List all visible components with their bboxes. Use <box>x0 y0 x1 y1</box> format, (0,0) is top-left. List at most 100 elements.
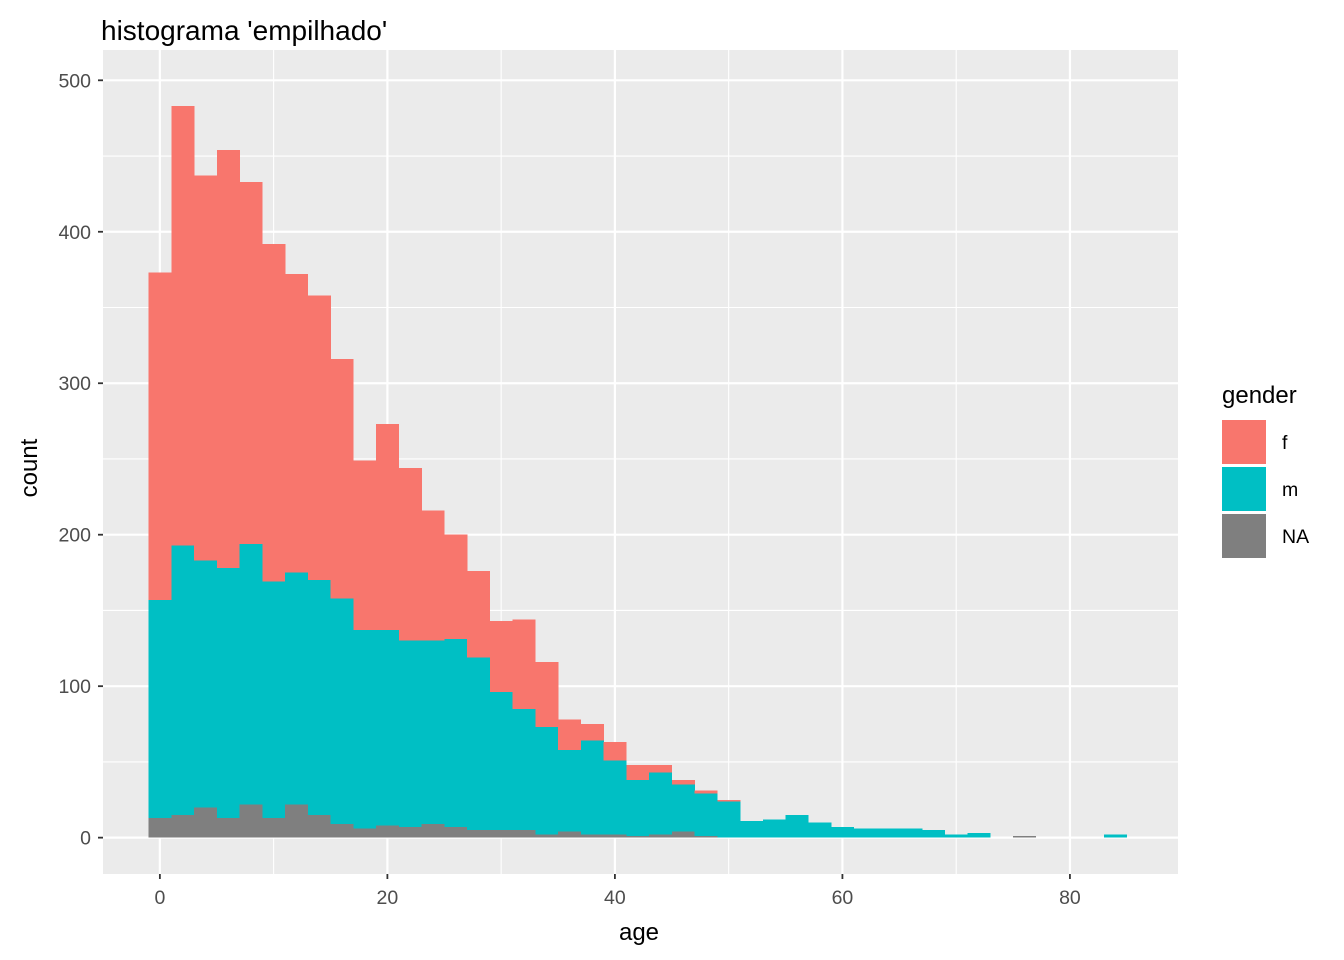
bar-m-bin-13 <box>444 639 468 828</box>
bar-f-bin-0 <box>148 272 172 600</box>
bar-na-bin-8 <box>330 824 354 838</box>
bar-na-bin-14 <box>467 830 491 838</box>
y-tick-label: 300 <box>58 373 91 395</box>
x-tick-label: 60 <box>832 887 854 909</box>
bar-m-bin-22 <box>649 772 673 835</box>
bar-f-bin-10 <box>376 424 400 631</box>
bar-na-bin-6 <box>285 804 309 838</box>
bar-m-bin-6 <box>285 572 309 805</box>
bar-f-bin-15 <box>489 621 513 693</box>
legend-label-na: NA <box>1282 526 1309 548</box>
bar-f-bin-4 <box>239 181 263 544</box>
legend-key-na-swatch <box>1222 514 1266 558</box>
legend-key-f-swatch <box>1222 420 1266 464</box>
bar-na-bin-0 <box>148 817 172 838</box>
legend-key-m-swatch <box>1222 467 1266 511</box>
bar-m-bin-12 <box>421 640 445 825</box>
bar-m-bin-16 <box>512 708 536 831</box>
bar-f-bin-17 <box>535 661 559 728</box>
bar-m-bin-23 <box>671 784 695 832</box>
bar-m-bin-1 <box>171 545 195 815</box>
bar-f-bin-9 <box>353 460 377 631</box>
bar-m-bin-19 <box>580 740 604 835</box>
bar-m-bin-25 <box>717 801 741 838</box>
x-tick-label: 0 <box>154 887 165 909</box>
bar-na-bin-4 <box>239 804 263 838</box>
bar-na-bin-24 <box>694 836 718 838</box>
bar-m-bin-20 <box>603 760 627 835</box>
bar-na-bin-15 <box>489 830 513 838</box>
bar-na-bin-7 <box>307 814 331 838</box>
bar-na-bin-11 <box>398 827 422 838</box>
bar-f-bin-14 <box>467 571 491 658</box>
y-tick-label: 500 <box>58 70 91 92</box>
bar-m-bin-32 <box>876 828 900 838</box>
x-tick-label: 40 <box>604 887 626 909</box>
bar-na-bin-5 <box>262 817 286 838</box>
bar-f-bin-20 <box>603 742 627 761</box>
legend: gender f m NA <box>1222 382 1309 558</box>
bar-na-bin-21 <box>626 836 650 838</box>
y-tick-label: 100 <box>58 676 91 698</box>
bar-m-bin-18 <box>558 749 582 832</box>
bar-f-bin-3 <box>216 149 240 569</box>
bar-f-bin-16 <box>512 619 536 709</box>
bar-na-bin-1 <box>171 814 195 838</box>
bar-f-bin-25 <box>717 799 741 802</box>
legend-label-f: f <box>1282 432 1288 454</box>
bar-na-bin-2 <box>194 807 218 838</box>
bar-na-bin-38 <box>1013 836 1037 838</box>
bar-m-bin-21 <box>626 780 650 837</box>
bar-m-bin-27 <box>762 819 786 838</box>
bar-na-bin-19 <box>580 834 604 838</box>
bar-m-bin-9 <box>353 630 377 829</box>
legend-title: gender <box>1222 382 1297 409</box>
bar-m-bin-15 <box>489 692 513 831</box>
bar-na-bin-18 <box>558 831 582 838</box>
x-tick-label: 20 <box>377 887 399 909</box>
bar-f-bin-6 <box>285 274 309 573</box>
bar-f-bin-7 <box>307 295 331 581</box>
x-tick-label: 80 <box>1059 887 1081 909</box>
bar-na-bin-20 <box>603 834 627 838</box>
bar-na-bin-10 <box>376 825 400 838</box>
y-axis-title: count <box>16 438 43 497</box>
bar-na-bin-9 <box>353 828 377 838</box>
bar-na-bin-16 <box>512 830 536 838</box>
bar-m-bin-42 <box>1104 834 1128 838</box>
axes: 0 20 40 60 80 0 100 200 300 400 500 <box>58 70 1080 909</box>
bar-m-bin-17 <box>535 727 559 835</box>
chart-title: histograma 'empilhado' <box>101 15 387 46</box>
bar-f-bin-18 <box>558 719 582 750</box>
bar-f-bin-5 <box>262 243 286 582</box>
bar-m-bin-0 <box>148 599 172 818</box>
bar-na-bin-17 <box>535 834 559 838</box>
bar-m-bin-5 <box>262 581 286 818</box>
x-axis-title: age <box>619 919 659 946</box>
bar-m-bin-35 <box>944 834 968 838</box>
bar-m-bin-36 <box>967 833 991 838</box>
bar-na-bin-12 <box>421 824 445 838</box>
bar-na-bin-23 <box>671 831 695 838</box>
bar-m-bin-7 <box>307 580 331 815</box>
bar-m-bin-3 <box>216 568 240 818</box>
bar-na-bin-22 <box>649 834 673 838</box>
bar-m-bin-29 <box>808 822 832 838</box>
bar-m-bin-34 <box>922 830 946 838</box>
bar-m-bin-11 <box>398 640 422 828</box>
bar-m-bin-28 <box>785 814 809 838</box>
y-tick-label: 0 <box>80 828 91 850</box>
bar-f-bin-13 <box>444 534 468 640</box>
bar-na-bin-13 <box>444 827 468 838</box>
bar-m-bin-4 <box>239 543 263 805</box>
bar-f-bin-24 <box>694 790 718 794</box>
bar-f-bin-11 <box>398 468 422 641</box>
bar-m-bin-24 <box>694 793 718 837</box>
bar-m-bin-33 <box>899 828 923 838</box>
legend-label-m: m <box>1282 479 1298 501</box>
bar-m-bin-30 <box>831 827 855 838</box>
y-tick-label: 400 <box>58 222 91 244</box>
bar-f-bin-12 <box>421 510 445 641</box>
bar-na-bin-3 <box>216 817 240 838</box>
bar-m-bin-8 <box>330 598 354 825</box>
